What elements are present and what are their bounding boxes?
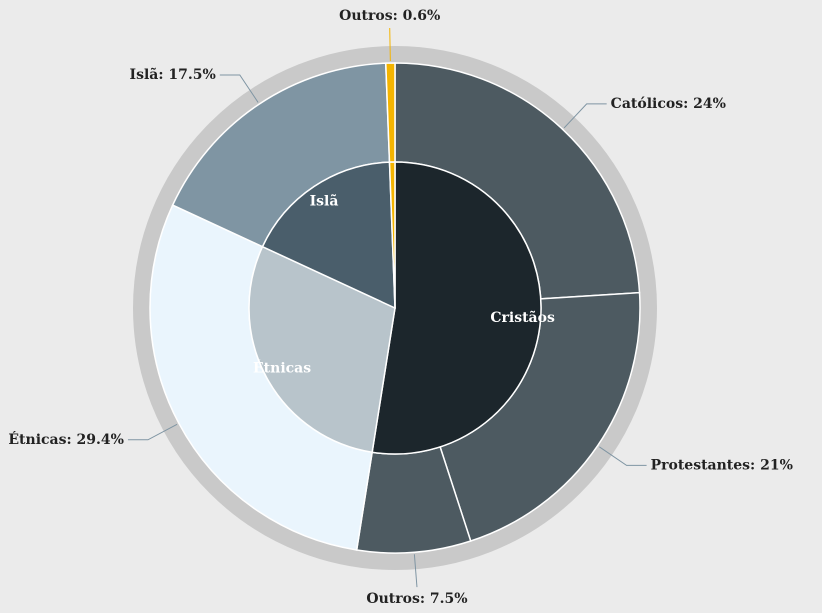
slice-label: Cristãos (490, 309, 555, 326)
slice-label: Católicos: 24% (611, 96, 726, 112)
leader-line (390, 28, 391, 61)
slice-label: Étnicas: 29.4% (8, 430, 124, 448)
slice-label: Étnicas (253, 358, 311, 376)
slice-label: Outros: 0.6% (339, 8, 440, 24)
slice-label: Islã: 17.5% (130, 66, 216, 83)
slice-label: Protestantes: 21% (651, 457, 793, 473)
slice-label: Islã (310, 192, 339, 209)
slice-label: Outros: 7.5% (366, 591, 467, 607)
chart: Católicos: 24% Protestantes: 21% Outros: 7… (0, 0, 822, 613)
